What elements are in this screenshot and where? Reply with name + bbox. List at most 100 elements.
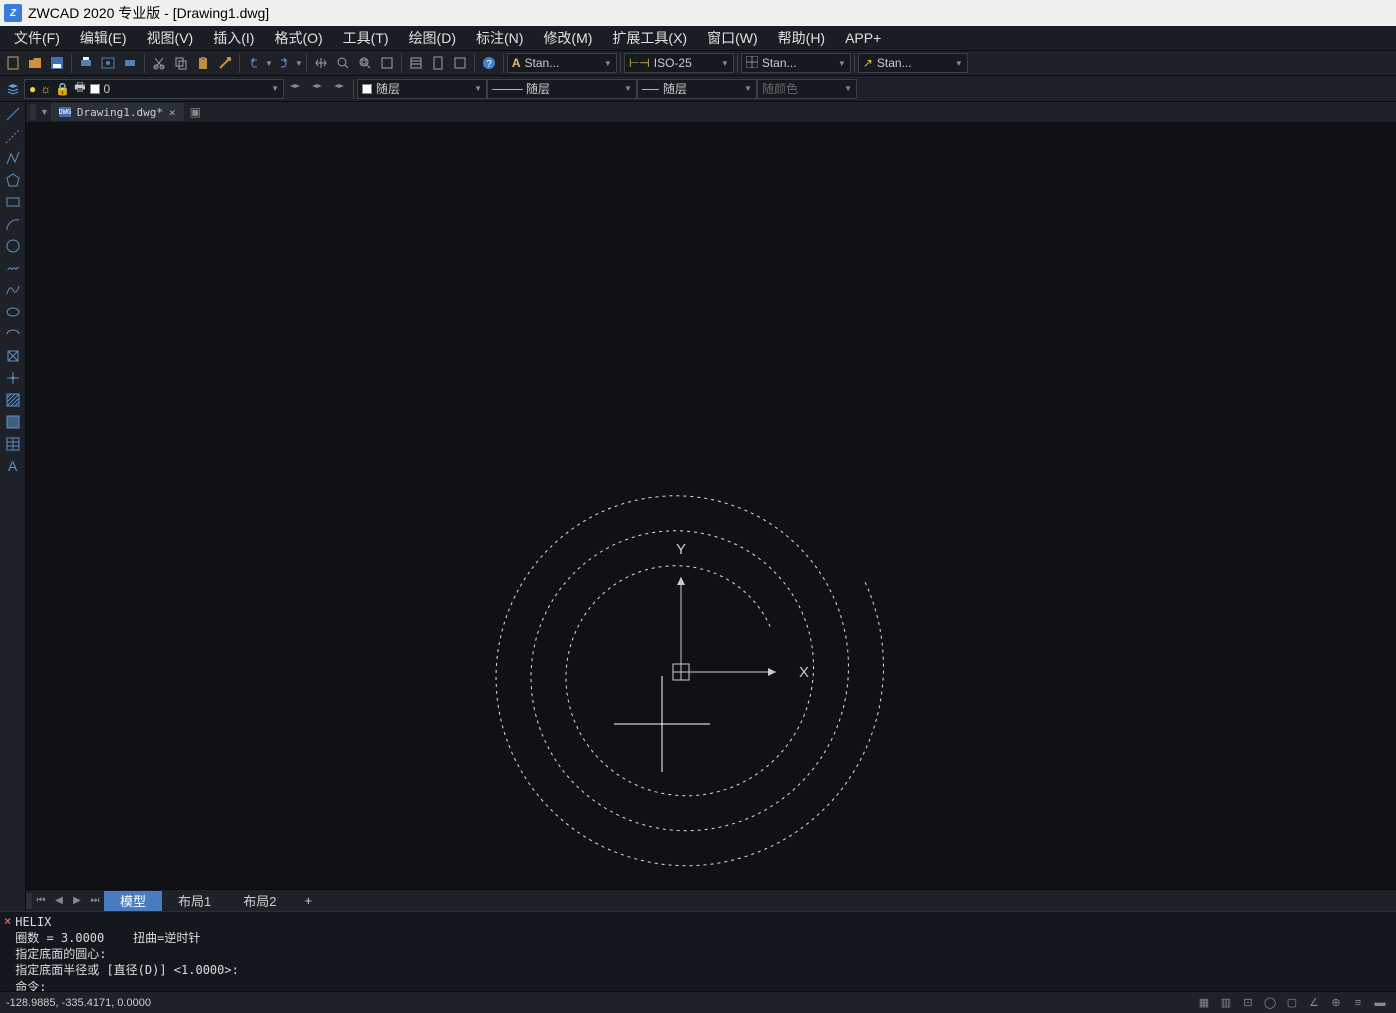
polar-icon[interactable]: ◯: [1260, 994, 1280, 1012]
lineweight-select[interactable]: ── 随层 ▼: [637, 79, 757, 99]
file-tab[interactable]: DWG Drawing1.dwg* ×: [51, 103, 184, 121]
svg-text:A: A: [8, 458, 18, 474]
spline-icon[interactable]: [3, 280, 23, 300]
help-icon[interactable]: ?: [478, 52, 500, 74]
sun-icon: ☼: [40, 82, 51, 96]
svg-text:?: ?: [486, 59, 492, 70]
snap-grid-icon[interactable]: ▦: [1194, 994, 1214, 1012]
tab-add-layout[interactable]: +: [292, 891, 324, 911]
color-label: 随层: [376, 80, 400, 97]
menu-draw[interactable]: 绘图(D): [399, 26, 466, 50]
tab-scroll-left[interactable]: [30, 104, 36, 120]
redo-icon[interactable]: [273, 52, 295, 74]
tab-layout2[interactable]: 布局2: [227, 891, 292, 911]
layer-iso-icon[interactable]: [306, 78, 328, 100]
dimstyle-select[interactable]: ⊢⊣ ISO-25 ▼: [624, 53, 734, 73]
tab-last-icon[interactable]: ⏭: [86, 892, 104, 910]
ortho-icon[interactable]: ⊡: [1238, 994, 1258, 1012]
menu-dim[interactable]: 标注(N): [466, 26, 533, 50]
point-icon[interactable]: [3, 368, 23, 388]
open-icon[interactable]: [24, 52, 46, 74]
dim-style-icon: ⊢⊣: [629, 56, 650, 70]
tab-model[interactable]: 模型: [104, 891, 162, 911]
layer-select[interactable]: ● ☼ 🔒 🖶 0 ▼: [24, 79, 284, 99]
menu-tools[interactable]: 工具(T): [333, 26, 399, 50]
copy-icon[interactable]: [170, 52, 192, 74]
zoom-icon[interactable]: [332, 52, 354, 74]
menu-window[interactable]: 窗口(W): [697, 26, 768, 50]
layer-off-icon[interactable]: [328, 78, 350, 100]
menu-edit[interactable]: 编辑(E): [70, 26, 137, 50]
menu-modify[interactable]: 修改(M): [533, 26, 602, 50]
ellipsearc-icon[interactable]: [3, 324, 23, 344]
color-select[interactable]: 随层 ▼: [357, 79, 487, 99]
app-logo-icon: Z: [4, 4, 22, 22]
print-icon[interactable]: [75, 52, 97, 74]
close-tab-icon[interactable]: ×: [169, 106, 176, 119]
tool-icon[interactable]: [449, 52, 471, 74]
menu-view[interactable]: 视图(V): [137, 26, 204, 50]
revcloud-icon[interactable]: [3, 258, 23, 278]
osnap-icon[interactable]: ▢: [1282, 994, 1302, 1012]
tab-first-icon[interactable]: ⏮: [32, 892, 50, 910]
tablestyle-select[interactable]: Stan... ▼: [741, 53, 851, 73]
xline-icon[interactable]: [3, 126, 23, 146]
ellipse-icon[interactable]: [3, 302, 23, 322]
pan-icon[interactable]: [310, 52, 332, 74]
calc-icon[interactable]: [427, 52, 449, 74]
textstyle-label: Stan...: [525, 56, 560, 70]
menu-extend[interactable]: 扩展工具(X): [602, 26, 697, 50]
menu-format[interactable]: 格式(O): [264, 26, 332, 50]
mleaderstyle-select[interactable]: ↗ Stan... ▼: [858, 53, 968, 73]
line-icon[interactable]: [3, 104, 23, 124]
polygon-icon[interactable]: [3, 170, 23, 190]
dyn-icon[interactable]: ⊕: [1326, 994, 1346, 1012]
zoomwin-icon[interactable]: [354, 52, 376, 74]
textstyle-select[interactable]: A Stan... ▼: [507, 53, 617, 73]
prop-icon[interactable]: [405, 52, 427, 74]
region-icon[interactable]: [3, 412, 23, 432]
text-style-icon: A: [512, 56, 521, 70]
tab-next-icon[interactable]: ▶: [68, 892, 86, 910]
menu-app[interactable]: APP+: [835, 28, 891, 48]
plotstyle-label: 随颜色: [762, 80, 798, 97]
menu-help[interactable]: 帮助(H): [768, 26, 835, 50]
otrack-icon[interactable]: ∠: [1304, 994, 1324, 1012]
tab-dropdown-icon[interactable]: ▼: [40, 107, 49, 117]
lwt-icon[interactable]: ≡: [1348, 994, 1368, 1012]
block-icon[interactable]: [3, 346, 23, 366]
grid-icon[interactable]: ▥: [1216, 994, 1236, 1012]
new-tab-icon[interactable]: ▣: [190, 105, 201, 119]
preview-icon[interactable]: [97, 52, 119, 74]
lineweight-icon: ──: [642, 82, 659, 96]
menubar: 文件(F) 编辑(E) 视图(V) 插入(I) 格式(O) 工具(T) 绘图(D…: [0, 26, 1396, 50]
publish-icon[interactable]: [119, 52, 141, 74]
table-icon[interactable]: [3, 434, 23, 454]
menu-insert[interactable]: 插入(I): [203, 26, 264, 50]
layer-manager-icon[interactable]: [2, 78, 24, 100]
new-icon[interactable]: [2, 52, 24, 74]
rect-icon[interactable]: [3, 192, 23, 212]
toolbar-layer: ● ☼ 🔒 🖶 0 ▼ 随层 ▼ ──── 随层 ▼ ── 随层 ▼ 随颜色 ▼: [0, 76, 1396, 102]
zoomext-icon[interactable]: [376, 52, 398, 74]
matchprop-icon[interactable]: [214, 52, 236, 74]
tab-layout1[interactable]: 布局1: [162, 891, 227, 911]
paste-icon[interactable]: [192, 52, 214, 74]
arc-icon[interactable]: [3, 214, 23, 234]
text-icon[interactable]: A: [3, 456, 23, 476]
tab-prev-icon[interactable]: ◀: [50, 892, 68, 910]
layer-prev-icon[interactable]: [284, 78, 306, 100]
save-icon[interactable]: [46, 52, 68, 74]
polyline-icon[interactable]: [3, 148, 23, 168]
linetype-select[interactable]: ──── 随层 ▼: [487, 79, 637, 99]
undo-icon[interactable]: [243, 52, 265, 74]
cmd-close-icon[interactable]: ×: [4, 914, 11, 995]
model-icon[interactable]: ▬: [1370, 994, 1390, 1012]
menu-file[interactable]: 文件(F): [4, 26, 70, 50]
circle-icon[interactable]: [3, 236, 23, 256]
hatch-icon[interactable]: [3, 390, 23, 410]
plotstyle-select[interactable]: 随颜色 ▼: [757, 79, 857, 99]
layout-tabstrip: ⏮ ◀ ▶ ⏭ 模型 布局1 布局2 +: [26, 889, 1396, 911]
drawing-canvas[interactable]: X Y: [26, 122, 1396, 889]
cut-icon[interactable]: [148, 52, 170, 74]
